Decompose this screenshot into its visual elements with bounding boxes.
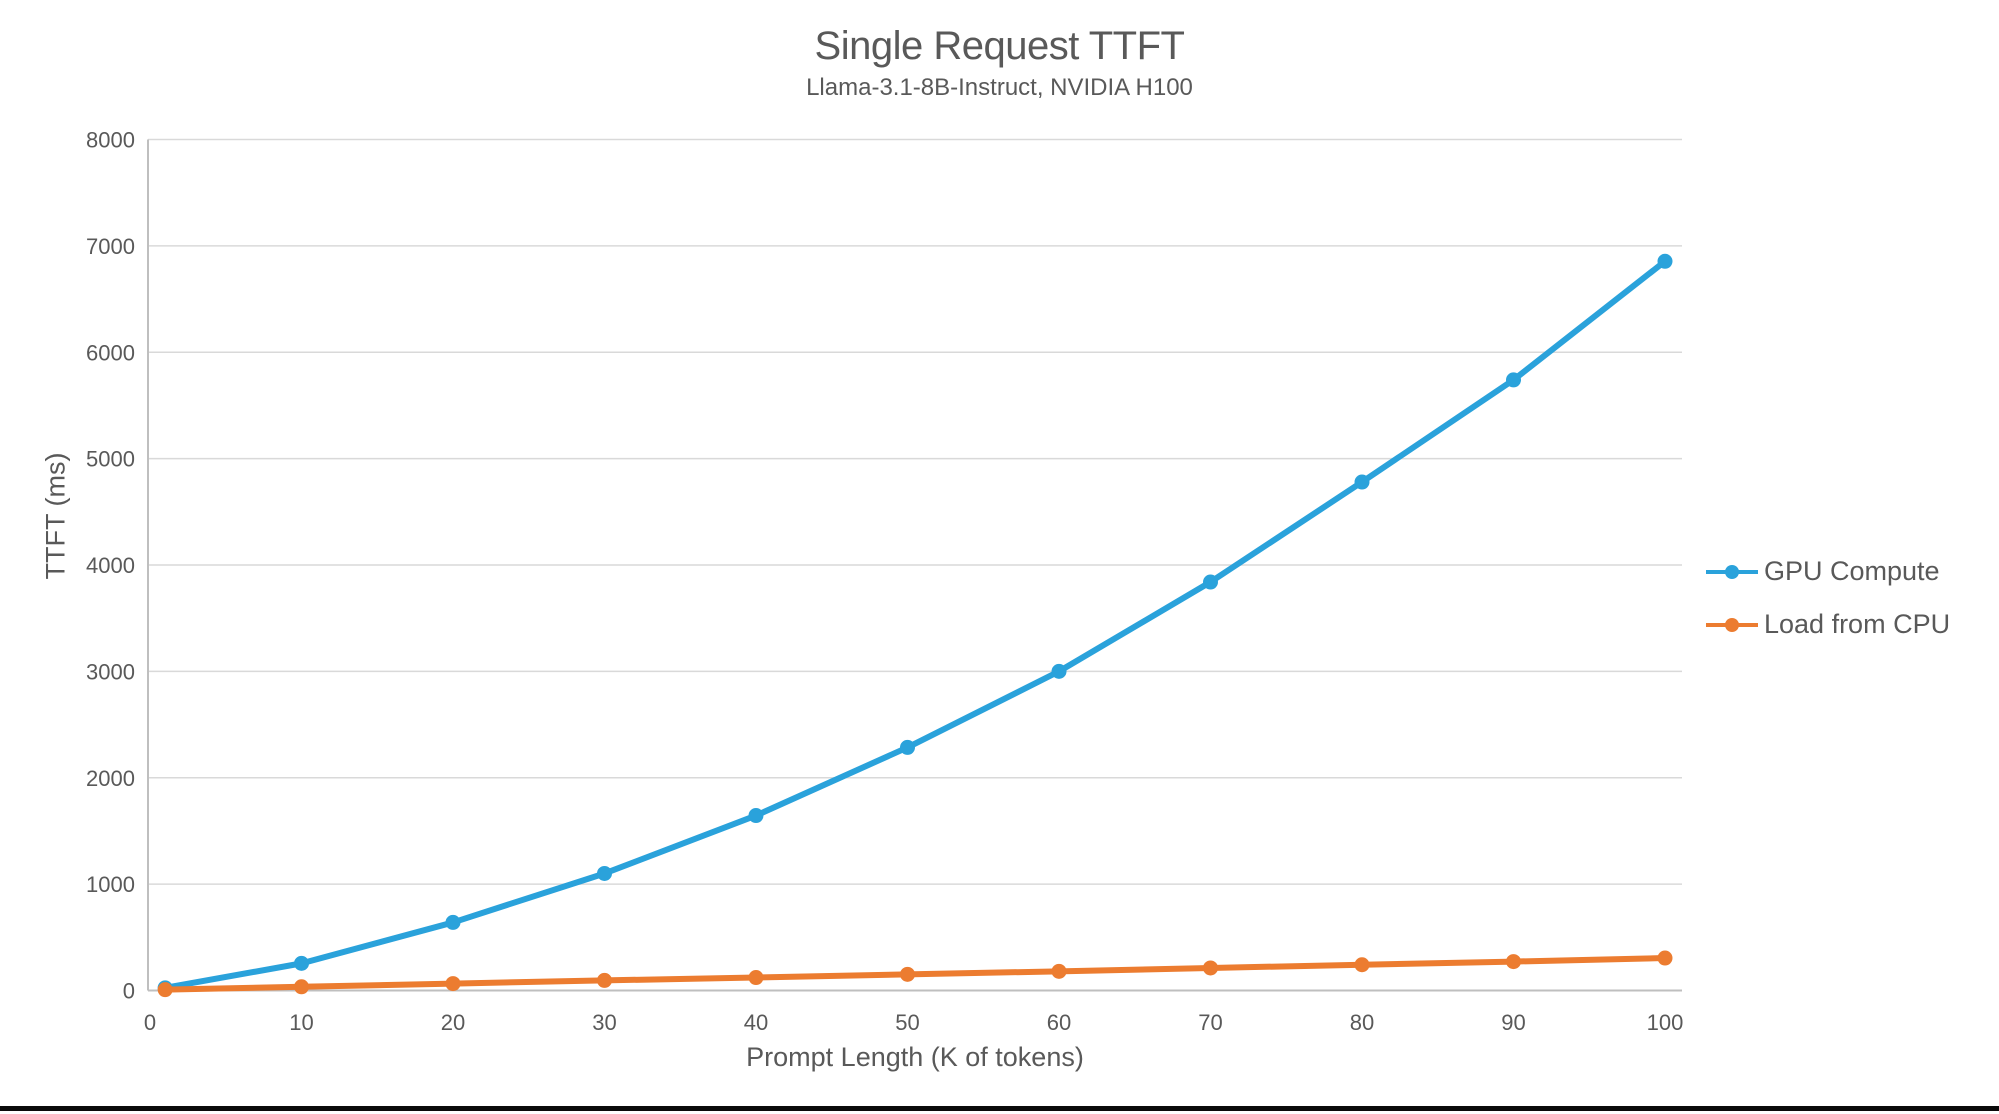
x-tick-label: 30	[592, 1010, 616, 1035]
y-tick-label: 7000	[86, 234, 135, 259]
data-point-gpu-compute	[1203, 574, 1218, 590]
legend-marker-icon	[1706, 617, 1758, 633]
x-tick-label: 10	[289, 1010, 313, 1035]
data-point-gpu-compute	[748, 808, 764, 824]
series-line-load-from-cpu	[162, 955, 1668, 993]
bottom-window-edge	[0, 1106, 1999, 1111]
data-point-load-from-cpu	[157, 982, 173, 998]
data-point-load-from-cpu	[1051, 963, 1067, 979]
x-tick-label: 80	[1350, 1010, 1374, 1035]
data-point-load-from-cpu	[1657, 950, 1673, 966]
legend-item-gpu-compute: GPU Compute	[1706, 556, 1950, 587]
x-tick-label: 60	[1047, 1010, 1071, 1035]
y-tick-label: 2000	[86, 766, 135, 791]
series-line-gpu-compute	[162, 258, 1668, 991]
data-point-gpu-compute	[294, 955, 309, 971]
data-point-load-from-cpu	[1354, 957, 1370, 973]
x-tick-label: 40	[744, 1010, 768, 1035]
y-axis-title-text: TTFT (ms)	[40, 452, 71, 580]
legend-label: Load from CPU	[1764, 609, 1951, 639]
x-tick-label: 50	[895, 1010, 919, 1035]
chart-legend: GPU Compute Load from CPU	[1706, 556, 1950, 640]
data-point-load-from-cpu	[748, 970, 764, 986]
data-point-load-from-cpu	[1203, 960, 1218, 976]
data-point-gpu-compute	[445, 914, 461, 930]
data-point-gpu-compute	[1051, 663, 1067, 679]
legend-item-load-from-cpu: Load from CPU	[1706, 609, 1950, 640]
data-point-load-from-cpu	[597, 972, 612, 988]
data-point-gpu-compute	[1354, 474, 1370, 490]
chart-subtitle: Llama-3.1-8B-Instruct, NVIDIA H100	[806, 74, 1193, 101]
x-tick-label: 100	[1647, 1010, 1684, 1035]
y-tick-label: 5000	[86, 447, 135, 472]
data-point-load-from-cpu	[1506, 954, 1521, 970]
y-tick-label: 4000	[86, 553, 135, 578]
data-point-load-from-cpu	[900, 966, 915, 982]
data-point-gpu-compute	[1506, 372, 1521, 388]
legend-marker-icon	[1706, 564, 1758, 580]
legend-label: GPU Compute	[1764, 556, 1940, 586]
x-tick-label: 90	[1501, 1010, 1525, 1035]
y-tick-label: 8000	[86, 128, 135, 153]
data-point-gpu-compute	[597, 865, 612, 881]
y-tick-label: 3000	[86, 659, 135, 684]
data-point-load-from-cpu	[294, 979, 309, 995]
y-tick-label: 6000	[86, 340, 135, 365]
y-tick-label: 0	[123, 979, 135, 1004]
y-tick-label: 1000	[86, 872, 135, 897]
x-axis-title: Prompt Length (K of tokens)	[746, 1042, 1084, 1072]
chart-title: Single Request TTFT	[814, 24, 1185, 68]
data-point-gpu-compute	[900, 739, 915, 755]
x-tick-label: 0	[144, 1010, 156, 1035]
data-point-load-from-cpu	[445, 976, 461, 992]
x-tick-label: 20	[441, 1010, 465, 1035]
data-point-gpu-compute	[1657, 253, 1673, 269]
x-tick-label: 70	[1198, 1010, 1222, 1035]
